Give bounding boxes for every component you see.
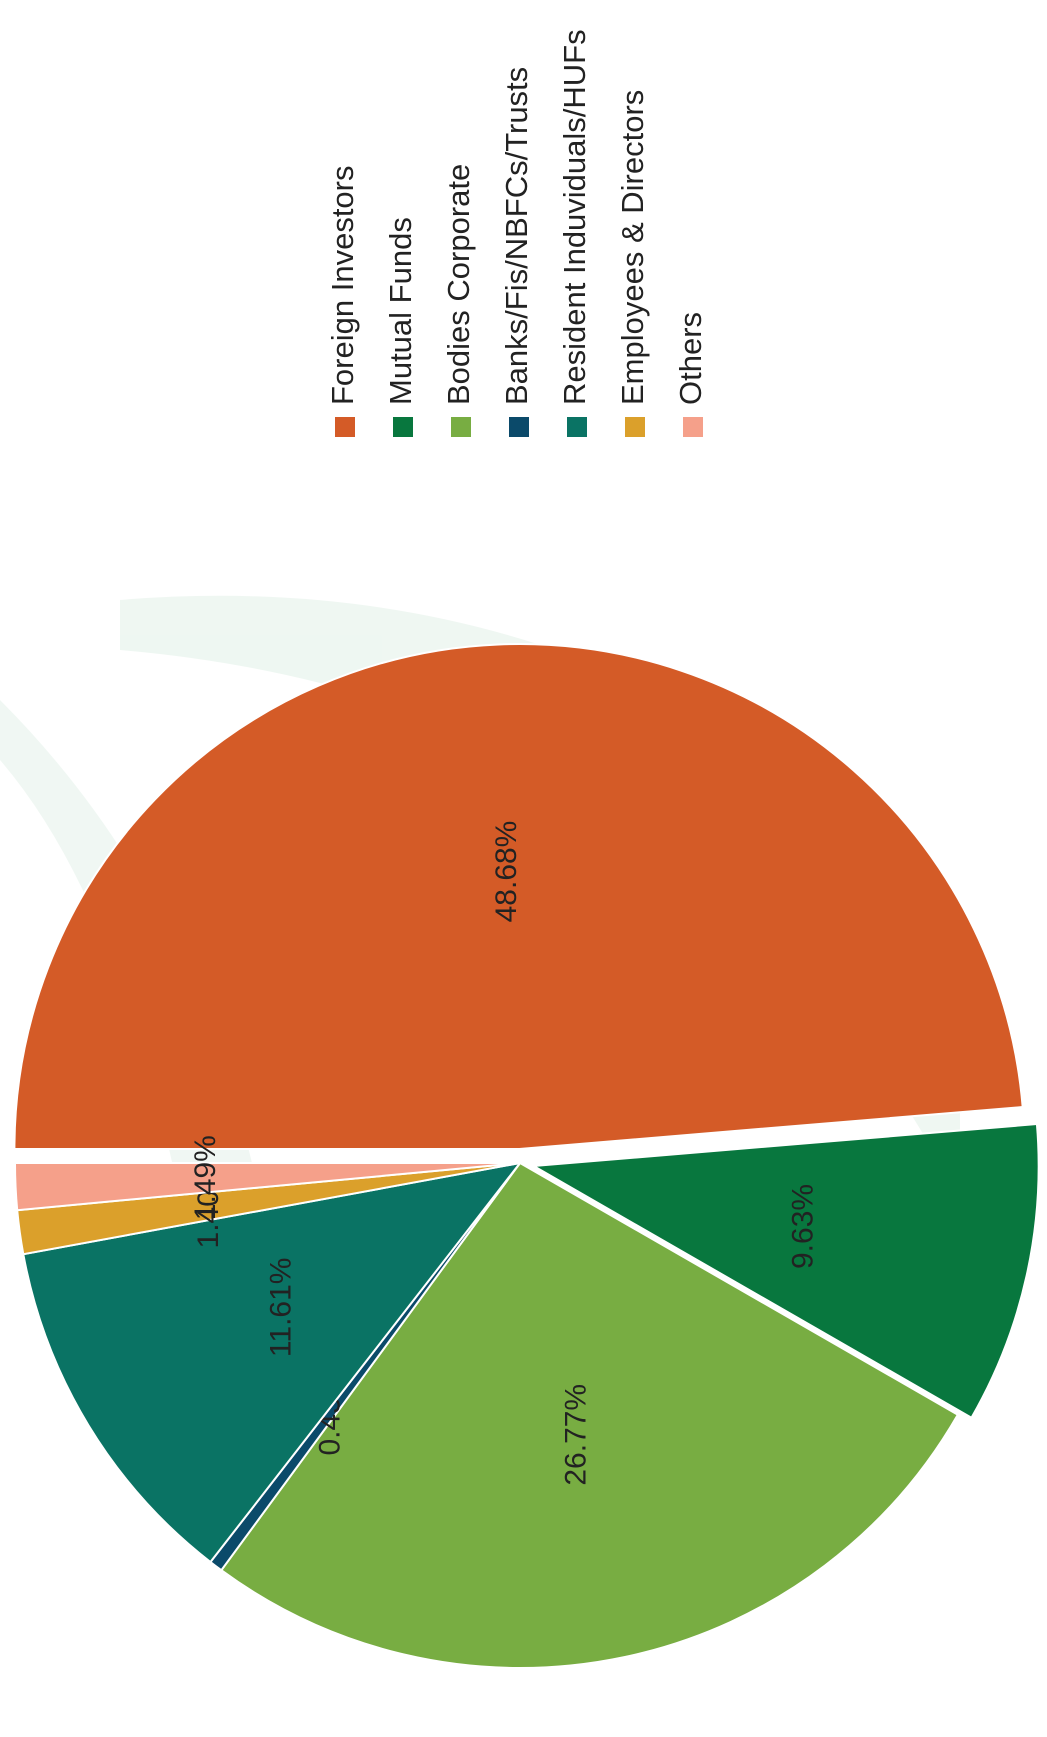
- pie-slice: [13, 1162, 521, 1212]
- legend-swatch: [393, 417, 413, 437]
- legend-swatch: [335, 417, 355, 437]
- rotated-chart: 48.68%9.63%26.77%0.43%11.61%1.40%1.49%Fo…: [13, 29, 1040, 1669]
- legend-label: Others: [673, 312, 708, 405]
- pie-slice: [530, 1122, 1040, 1420]
- data-label: 48.68%: [490, 821, 523, 923]
- data-label: 9.63%: [787, 1184, 820, 1269]
- data-label: 26.77%: [559, 1384, 592, 1486]
- legend-swatch: [451, 417, 471, 437]
- legend-label: Banks/Fis/NBFCs/Trusts: [499, 67, 534, 405]
- legend-swatch: [567, 417, 587, 437]
- legend-label: Employees & Directors: [615, 90, 650, 405]
- legend-label: Bodies Corporate: [441, 164, 476, 405]
- data-label: 1.49%: [189, 1135, 222, 1220]
- pie-slice: [13, 643, 1024, 1151]
- legend-label: Foreign Investors: [325, 166, 360, 406]
- legend-label: Mutual Funds: [383, 217, 418, 405]
- legend-swatch: [683, 417, 703, 437]
- legend-swatch: [625, 417, 645, 437]
- legend-swatch: [509, 417, 529, 437]
- pie-slice: [219, 1161, 960, 1669]
- pie-slice: [22, 1161, 523, 1564]
- data-label: 11.61%: [265, 1258, 298, 1358]
- legend-label: Resident Induviduals/HUFs: [557, 29, 592, 405]
